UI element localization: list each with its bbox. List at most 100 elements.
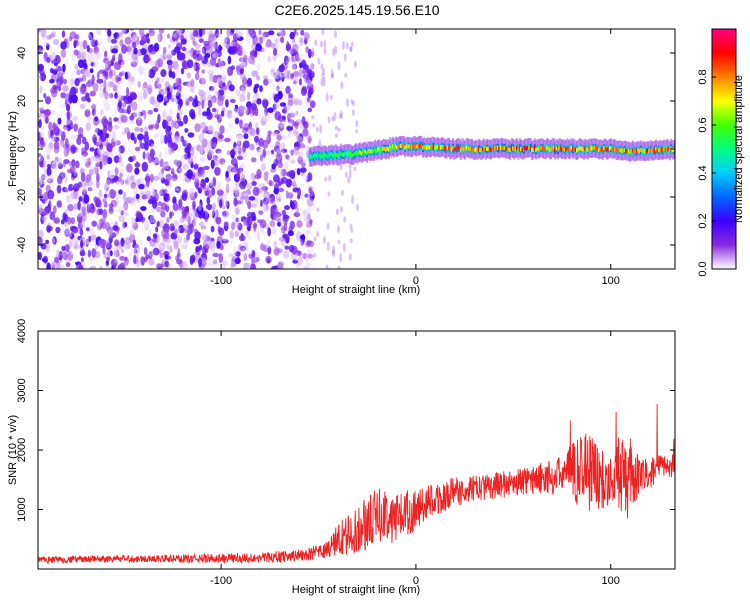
- spectrogram-tone-peak: [404, 145, 407, 150]
- spectrogram-noise-cell: [202, 246, 207, 256]
- spectrogram-noise-cell: [100, 109, 104, 116]
- spectrogram-noise-cell: [306, 221, 313, 228]
- spectrogram-noise-cell: [92, 108, 96, 116]
- spectrogram-noise-cell: [157, 113, 161, 124]
- spectrogram-noise-cell: [93, 29, 98, 37]
- spectrogram-noise-cell: [339, 252, 343, 263]
- spectrogram-tone-peak: [413, 143, 416, 148]
- spectrogram-noise-cell: [260, 116, 267, 126]
- spectrogram-tone-peak: [506, 146, 509, 151]
- spectrogram-noise-cell: [70, 144, 76, 154]
- spectrogram-noise-cell: [236, 99, 243, 108]
- spectrogram-tone-peak: [559, 146, 562, 151]
- spectrogram-noise-cell: [99, 154, 106, 163]
- spectrogram-noise-cell: [61, 30, 66, 38]
- spectrogram-noise-cell: [157, 33, 163, 42]
- spectrogram-noise-cell: [63, 124, 68, 130]
- spectrogram-noise-cell: [112, 54, 116, 62]
- spectrogram-noise-cell: [86, 115, 92, 122]
- spectrogram-noise-cell: [249, 249, 253, 255]
- spectrogram-tone-peak: [468, 146, 471, 151]
- spectrogram-noise-cell: [202, 29, 206, 36]
- spectrogram-noise-cell: [72, 115, 79, 121]
- spectrogram-noise-cell: [64, 176, 68, 184]
- spectrogram-noise-cell: [62, 250, 67, 259]
- spectrogram-noise-cell: [260, 266, 267, 269]
- spectrogram-noise-cell: [38, 73, 42, 83]
- spectrogram-noise-cell: [72, 228, 77, 235]
- spectrogram-noise-cell: [143, 75, 149, 80]
- spectrogram-noise-cell: [53, 217, 60, 224]
- spectrogram-noise-cell: [265, 171, 270, 176]
- spectrogram-tone-peak: [360, 151, 363, 156]
- spectrogram-noise-cell: [111, 130, 116, 140]
- snr-x-ticks: -100 0 100: [210, 331, 620, 587]
- spectrogram-tone-peak: [649, 147, 652, 152]
- spectrogram-noise-cell: [133, 112, 139, 119]
- spectrogram-noise-cell: [327, 191, 331, 197]
- spectrogram-noise-cell: [126, 240, 131, 249]
- spectrogram-tone-peak: [659, 147, 662, 152]
- spectrogram-tone-peak: [660, 147, 663, 153]
- spectrogram-noise-cell: [38, 106, 45, 112]
- spectrogram-noise-cell: [159, 189, 166, 197]
- spectrogram-noise-cell: [156, 93, 164, 103]
- spectrogram-noise-cell: [92, 167, 99, 174]
- spectrogram-noise-cell: [185, 83, 191, 90]
- spectrogram-tone-peak: [642, 148, 645, 153]
- spectrogram-noise-cell: [198, 257, 203, 268]
- spectrogram-noise-cell: [270, 74, 276, 83]
- spectrogram-noise-cell: [64, 57, 69, 68]
- spectrogram-tone-peak: [616, 148, 619, 153]
- spectrogram-tone-peak: [319, 154, 322, 159]
- spectrogram-noise-cell: [222, 192, 227, 200]
- spectrogram-tone-peak: [516, 145, 518, 150]
- spectrogram-noise-cell: [207, 139, 213, 150]
- spectrogram-noise-cell: [160, 210, 166, 218]
- spectrogram-noise-cell: [131, 119, 136, 125]
- spectrogram-noise-cell: [233, 189, 240, 198]
- spectrogram-tone-peak: [625, 148, 628, 153]
- spectrogram-noise-cell: [187, 143, 191, 148]
- spectrogram-noise-cell: [69, 31, 77, 39]
- spectrogram-noise-cell: [96, 29, 102, 36]
- spectrogram-noise-cell: [38, 155, 43, 162]
- spectrogram-noise-cell: [241, 247, 246, 257]
- spectrogram-noise-cell: [133, 56, 139, 67]
- spectrogram-tone-peak: [646, 148, 649, 153]
- spectrogram-noise-cell: [288, 129, 292, 139]
- spectrogram-noise-cell: [87, 54, 95, 63]
- spectrogram-noise-cell: [159, 242, 166, 252]
- spectrogram-noise-cell: [272, 70, 278, 78]
- spectrogram-noise-cell: [215, 125, 221, 131]
- spectrogram-noise-cell: [83, 230, 90, 238]
- spectrogram-noise-cell: [248, 64, 253, 71]
- spectrogram-noise-cell: [246, 105, 253, 114]
- spectrogram-tone-peak: [558, 145, 561, 151]
- spectrogram-tone-peak: [374, 147, 377, 152]
- spectrogram-noise-cell: [288, 93, 293, 99]
- spectrogram-noise-cell: [206, 46, 214, 55]
- spectrogram-noise-cell: [278, 236, 285, 242]
- spectrogram-noise-cell: [216, 240, 221, 249]
- spectrogram-noise-cell: [265, 204, 269, 211]
- spectrogram-noise-cell: [131, 101, 138, 111]
- spectrogram-noise-cell: [256, 231, 261, 241]
- spectrogram-noise-cell: [189, 108, 196, 118]
- spectrogram-noise-cell: [104, 91, 109, 100]
- spectrogram-noise-cell: [273, 240, 278, 249]
- spectrogram-noise-cell: [260, 165, 266, 175]
- spectrogram-noise-cell: [241, 122, 249, 128]
- spectrogram-noise-cell: [77, 212, 85, 218]
- spectrogram-noise-cell: [102, 46, 106, 53]
- spectrogram-noise-cell: [73, 203, 79, 210]
- spectrogram-noise-cell: [156, 234, 160, 244]
- spectrogram-noise-cell: [278, 256, 285, 263]
- spectrogram-noise-cell: [110, 108, 118, 115]
- spectrogram-noise-cell: [190, 84, 195, 93]
- spectrogram-noise-cell: [355, 119, 359, 128]
- spectrogram-noise-cell: [206, 262, 214, 268]
- spectrogram-noise-cell: [235, 200, 242, 205]
- spectrogram-noise-cell: [139, 127, 144, 133]
- spectrogram-noise-cell: [170, 225, 176, 231]
